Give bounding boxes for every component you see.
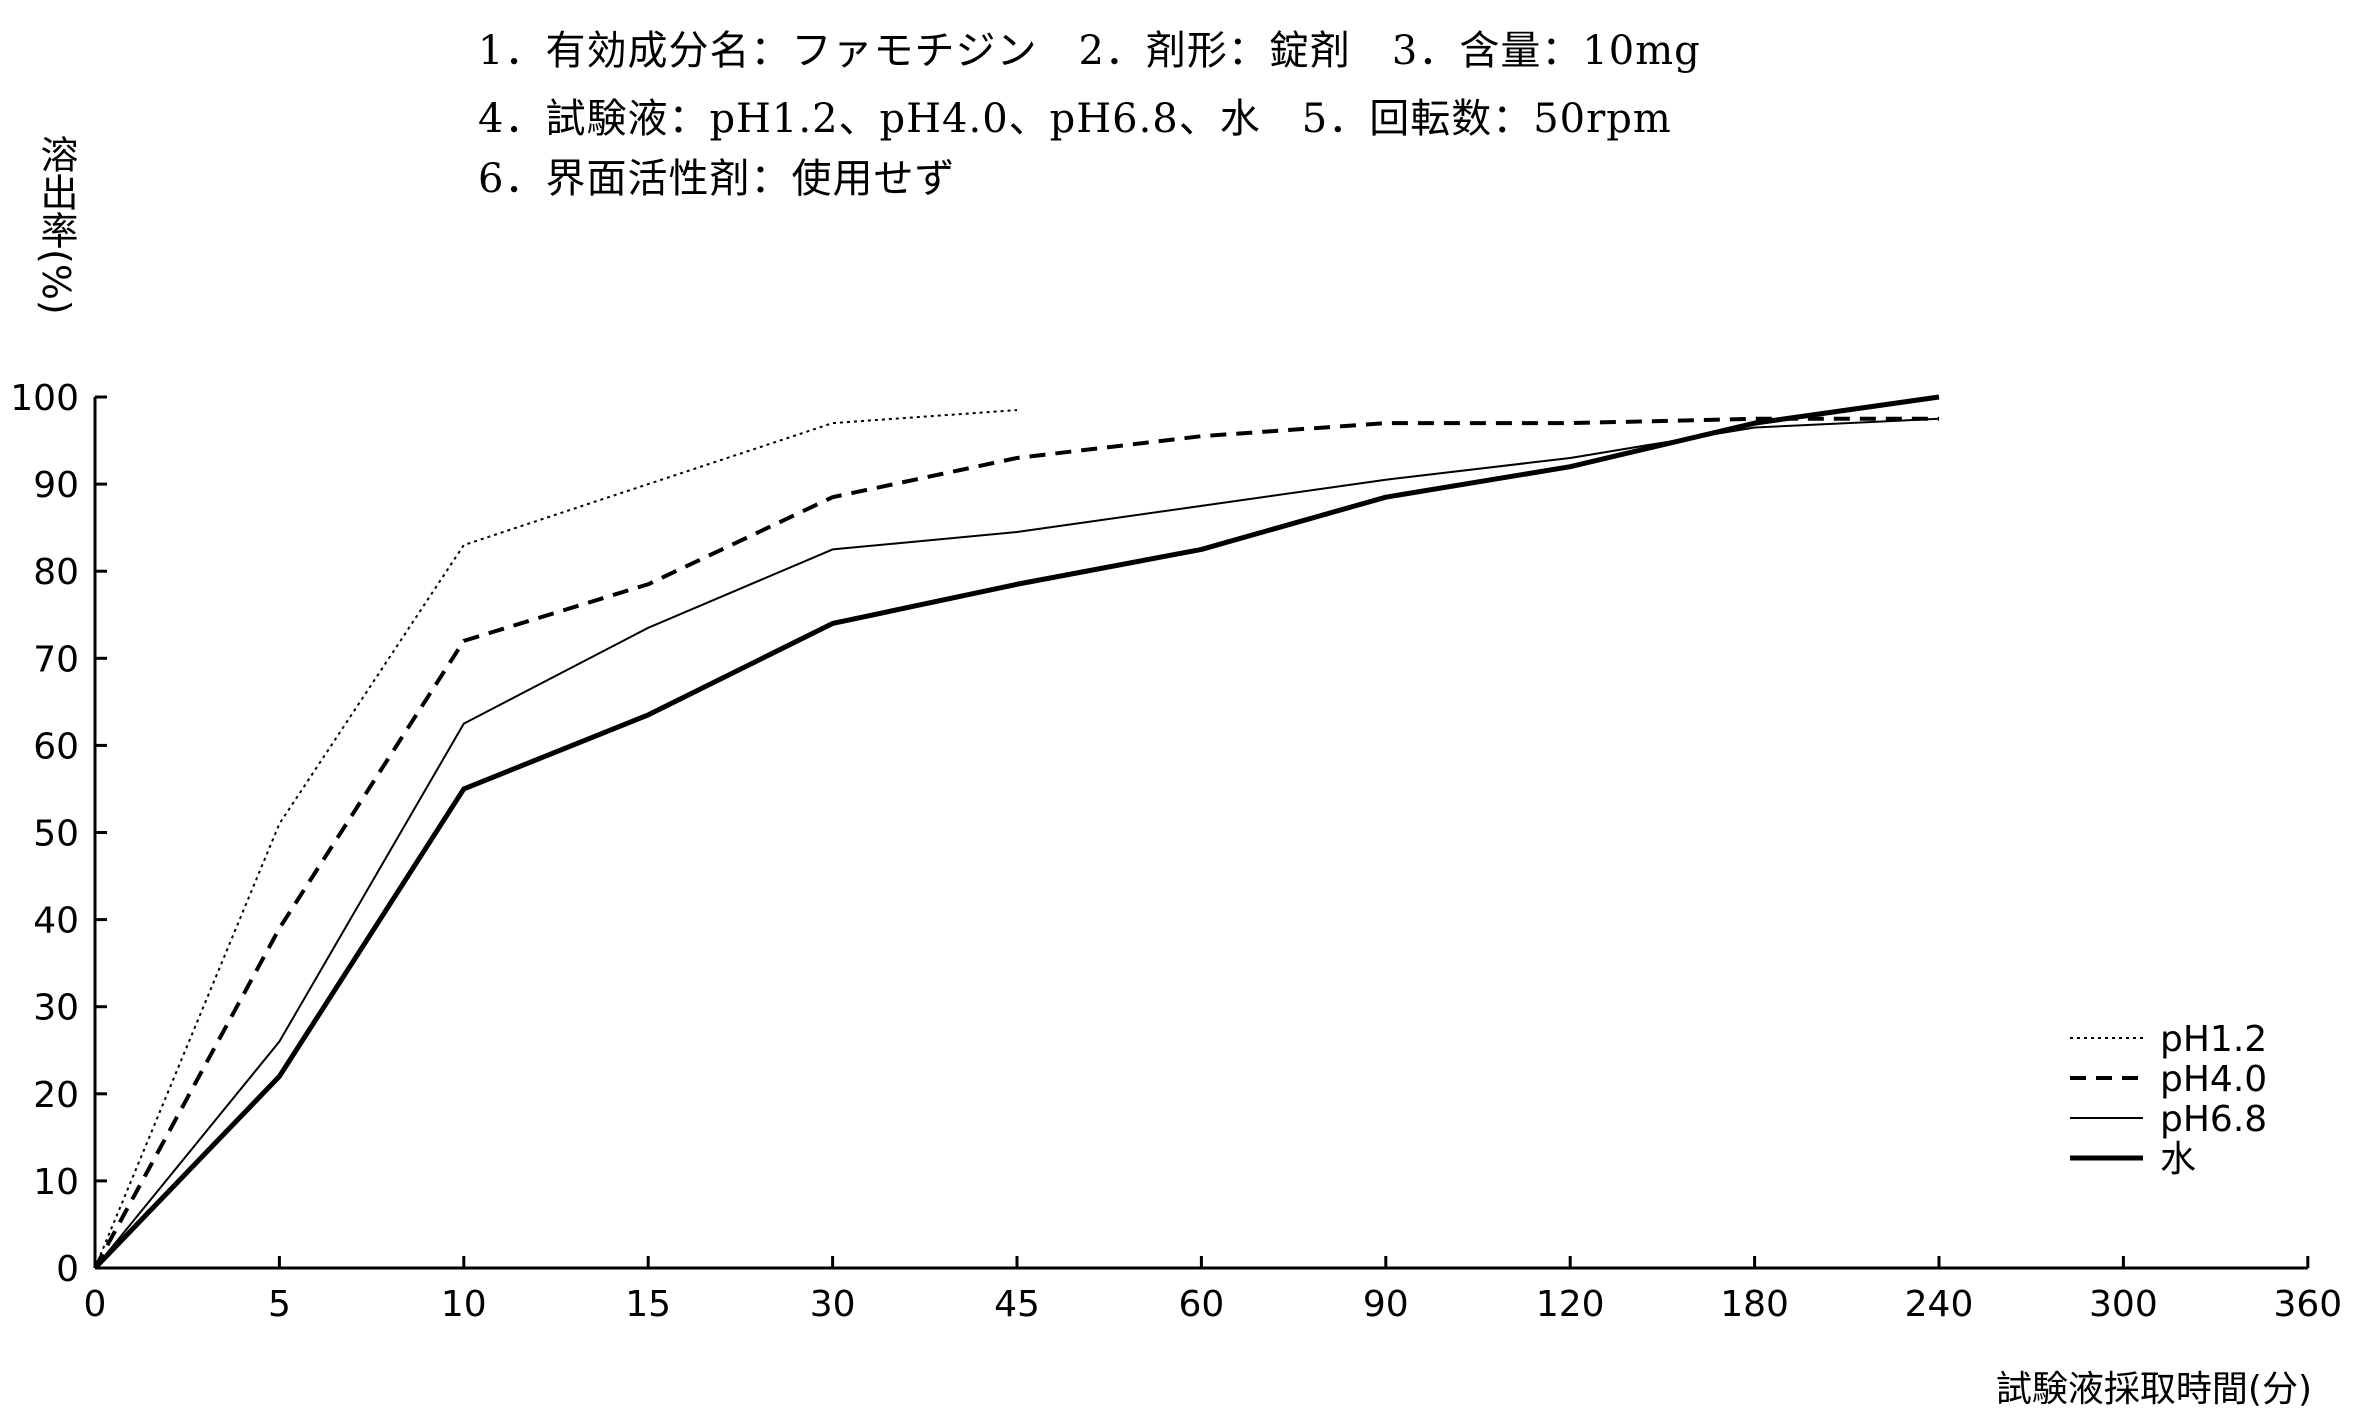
x-tick-label: 45 bbox=[994, 1284, 1040, 1325]
condition-line-3: 6．界面活性剤：使用せず bbox=[478, 156, 956, 202]
y-tick-label: 80 bbox=[33, 552, 79, 593]
x-tick-label: 0 bbox=[84, 1284, 107, 1325]
y-tick-label: 10 bbox=[33, 1162, 79, 1203]
x-tick-label: 5 bbox=[268, 1284, 291, 1325]
x-tick-label: 90 bbox=[1363, 1284, 1409, 1325]
x-tick-label: 180 bbox=[1720, 1284, 1789, 1325]
x-tick-label: 10 bbox=[441, 1284, 487, 1325]
series-line-pH6.8 bbox=[94, 417, 1940, 1269]
x-tick-label: 15 bbox=[625, 1284, 671, 1325]
legend-label: 水 bbox=[2160, 1139, 2196, 1180]
condition-line-2: 4．試験液：pH1.2、pH4.0、pH6.8、水 5．回転数：50rpm bbox=[478, 96, 1672, 142]
x-axis-label: 試験液採取時間(分) bbox=[1995, 1369, 2312, 1410]
x-tick-label: 30 bbox=[810, 1284, 856, 1325]
x-tick-label: 300 bbox=[2089, 1284, 2158, 1325]
y-tick-label: 20 bbox=[33, 1075, 79, 1116]
x-tick-label: 60 bbox=[1178, 1284, 1224, 1325]
x-tick-label: 240 bbox=[1905, 1284, 1974, 1325]
series-line-pH4.0 bbox=[93, 416, 1939, 1269]
y-tick-label: 70 bbox=[33, 639, 79, 680]
y-tick-label: 60 bbox=[33, 726, 79, 767]
x-tick-label: 120 bbox=[1536, 1284, 1605, 1325]
y-tick-label: 0 bbox=[56, 1249, 79, 1290]
legend-label: pH6.8 bbox=[2160, 1099, 2267, 1140]
y-tick-label: 50 bbox=[33, 814, 79, 855]
condition-line-1: 1．有効成分名：ファモチジン 2．剤形：錠剤 3．含量：10mg bbox=[478, 28, 1701, 74]
series-line-水 bbox=[93, 394, 1940, 1270]
y-tick-label: 100 bbox=[10, 378, 79, 419]
y-axis-label: 溶出率(%) bbox=[34, 135, 78, 315]
series-line-pH1.2 bbox=[94, 409, 1018, 1269]
y-tick-label: 40 bbox=[33, 901, 79, 942]
x-tick-label: 360 bbox=[2273, 1284, 2342, 1325]
y-tick-label: 90 bbox=[33, 465, 79, 506]
legend-label: pH1.2 bbox=[2160, 1019, 2267, 1060]
legend-label: pH4.0 bbox=[2160, 1059, 2267, 1100]
y-tick-label: 30 bbox=[33, 988, 79, 1029]
